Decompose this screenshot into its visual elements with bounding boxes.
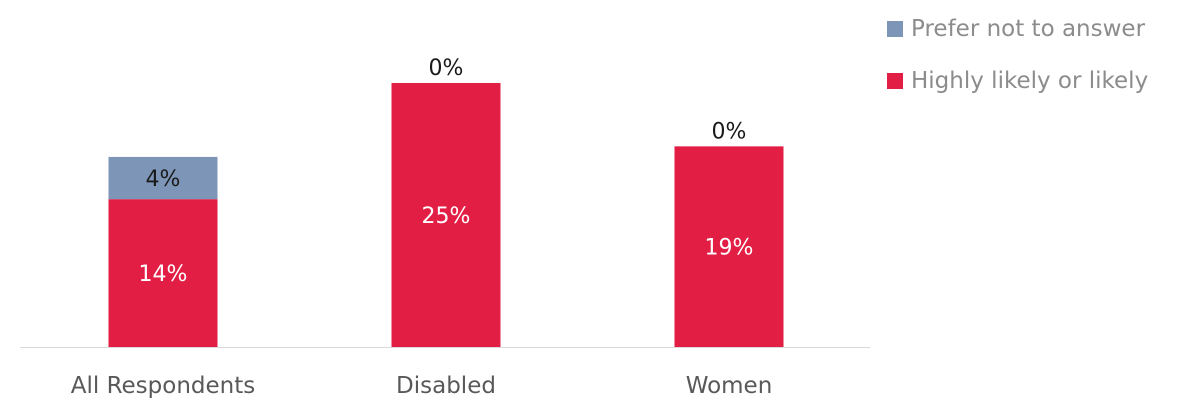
data-label-prefer-not-to-answer: 0%	[429, 56, 464, 81]
legend-swatch	[887, 73, 903, 89]
bar-highly-likely-or-likely	[108, 199, 218, 347]
data-label-highly-likely-or-likely: 25%	[422, 204, 471, 229]
bar-highly-likely-or-likely	[674, 146, 784, 347]
legend-label: Prefer not to answer	[911, 16, 1146, 42]
legend-item-prefer-not-to-answer: Prefer not to answer	[887, 14, 1148, 44]
legend-swatch	[887, 21, 903, 37]
bar-prefer-not-to-answer	[108, 156, 218, 200]
x-tick-label: Women	[686, 373, 773, 399]
legend-item-highly-likely: Highly likely or likely	[887, 66, 1148, 96]
legend: Prefer not to answer Highly likely or li…	[887, 14, 1148, 118]
data-label-prefer-not-to-answer: 4%	[146, 167, 181, 192]
data-label-prefer-not-to-answer: 0%	[712, 119, 747, 144]
x-tick-label: All Respondents	[71, 373, 255, 399]
x-tick-label: Disabled	[396, 373, 496, 399]
data-label-highly-likely-or-likely: 14%	[139, 262, 188, 287]
data-label-highly-likely-or-likely: 19%	[705, 236, 754, 261]
legend-label: Highly likely or likely	[911, 68, 1149, 94]
bar-highly-likely-or-likely	[391, 83, 501, 347]
